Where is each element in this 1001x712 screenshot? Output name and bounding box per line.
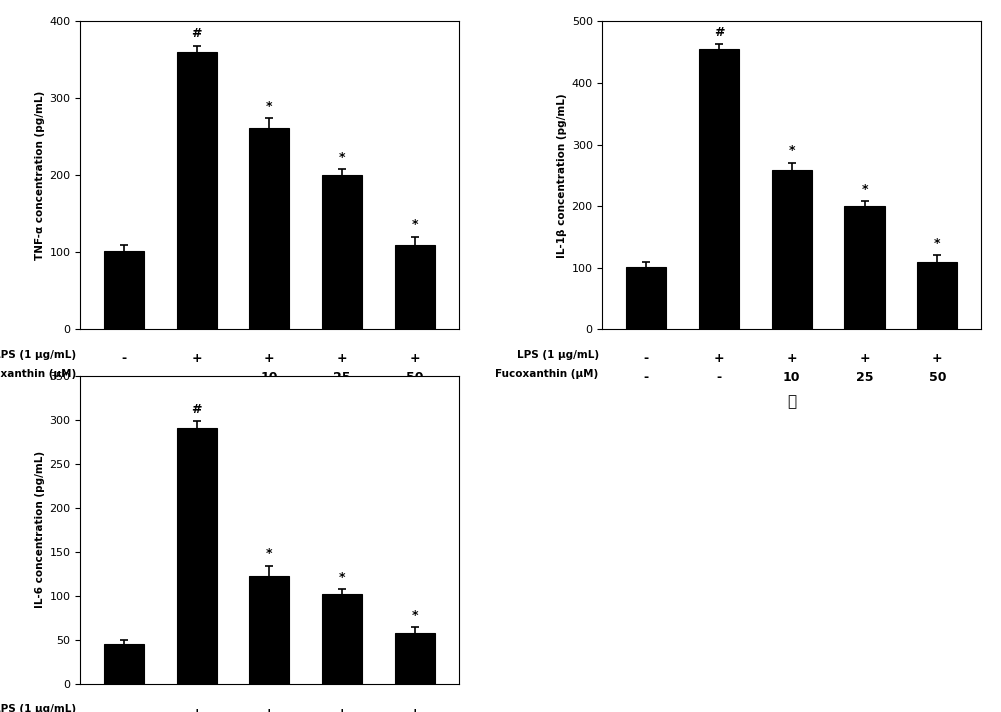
Text: LPS (1 μg/mL): LPS (1 μg/mL) [0, 350, 76, 360]
Text: *: * [411, 609, 418, 622]
Text: -: - [121, 352, 126, 365]
Text: -: - [644, 371, 649, 384]
Bar [395, 245, 435, 330]
Text: #: # [191, 403, 202, 416]
Bar [249, 127, 289, 330]
Text: +: + [336, 352, 347, 365]
Text: 10: 10 [783, 371, 801, 384]
Y-axis label: IL-6 concentration (pg/mL): IL-6 concentration (pg/mL) [35, 451, 45, 608]
Text: -: - [717, 371, 722, 384]
Y-axis label: TNF-α concentration (pg/mL): TNF-α concentration (pg/mL) [35, 90, 45, 260]
Text: 25: 25 [856, 371, 873, 384]
Text: 50: 50 [929, 371, 946, 384]
Y-axis label: IL-1β concentration (pg/mL): IL-1β concentration (pg/mL) [558, 93, 568, 258]
Text: *: * [266, 100, 272, 112]
Bar [626, 266, 666, 330]
Bar [395, 634, 435, 684]
Text: LPS (1 μg/mL): LPS (1 μg/mL) [0, 704, 76, 712]
Bar [322, 594, 362, 684]
Text: +: + [859, 352, 870, 365]
Bar [176, 429, 216, 684]
Text: 나: 나 [787, 394, 796, 409]
Text: *: * [411, 219, 418, 231]
Text: *: * [934, 237, 941, 250]
Bar [249, 576, 289, 684]
Text: *: * [861, 183, 868, 196]
Text: *: * [789, 145, 795, 157]
Text: +: + [787, 352, 797, 365]
Text: +: + [264, 706, 274, 712]
Text: Fucoxanthin (μM): Fucoxanthin (μM) [495, 369, 599, 379]
Text: +: + [932, 352, 943, 365]
Text: 10: 10 [260, 371, 278, 384]
Text: -: - [121, 371, 126, 384]
Text: 25: 25 [333, 371, 351, 384]
Bar [176, 52, 216, 330]
Text: #: # [191, 28, 202, 41]
Text: -: - [121, 706, 126, 712]
Text: 가: 가 [265, 394, 274, 409]
Text: +: + [191, 706, 202, 712]
Text: Fucoxanthin (μM): Fucoxanthin (μM) [0, 369, 76, 379]
Text: 50: 50 [406, 371, 423, 384]
Text: -: - [644, 352, 649, 365]
Bar [104, 644, 144, 684]
Text: +: + [336, 706, 347, 712]
Text: #: # [714, 26, 724, 38]
Bar [845, 206, 885, 330]
Bar [104, 251, 144, 330]
Text: LPS (1 μg/mL): LPS (1 μg/mL) [517, 350, 599, 360]
Text: +: + [409, 706, 420, 712]
Text: +: + [264, 352, 274, 365]
Text: +: + [714, 352, 725, 365]
Text: +: + [191, 352, 202, 365]
Bar [322, 175, 362, 330]
Text: *: * [339, 151, 345, 164]
Bar [699, 49, 739, 330]
Text: *: * [339, 571, 345, 584]
Text: +: + [409, 352, 420, 365]
Bar [917, 261, 957, 330]
Text: -: - [194, 371, 199, 384]
Bar [772, 170, 812, 330]
Text: *: * [266, 547, 272, 560]
